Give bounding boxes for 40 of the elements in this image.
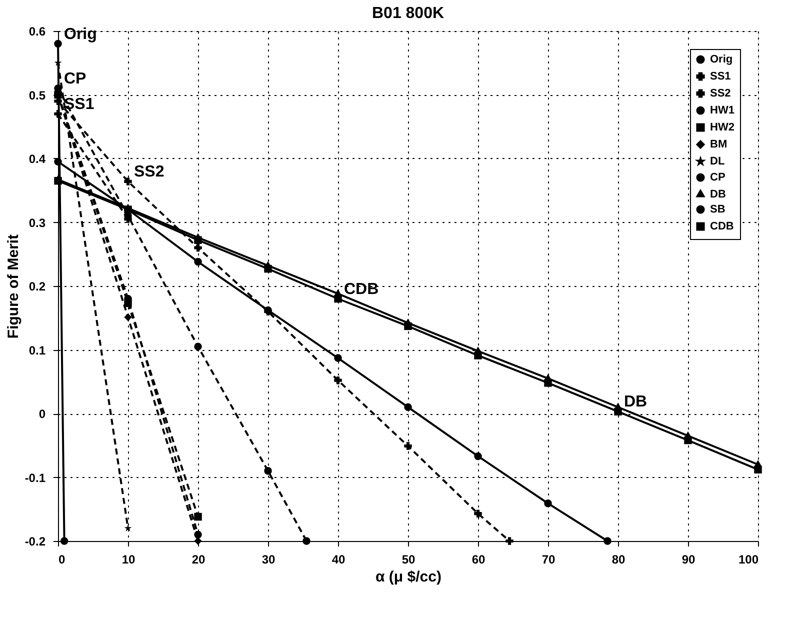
annotation: DB: [624, 394, 648, 411]
y-tick-label: 0.3: [28, 216, 46, 230]
y-tick-label: 0.6: [28, 24, 46, 38]
legend-label: Orig: [710, 54, 733, 66]
x-tick-label: 10: [122, 552, 136, 566]
legend-label: SS1: [710, 70, 731, 82]
legend-label: CP: [710, 172, 726, 184]
legend-label: CDB: [710, 220, 734, 232]
annotation: CP: [64, 70, 87, 88]
legend-label: HW1: [710, 104, 734, 116]
x-tick-label: 80: [612, 552, 626, 566]
legend-label: DB: [710, 188, 726, 200]
annotation: CDB: [344, 280, 379, 298]
annotation: SS2: [134, 163, 164, 180]
x-tick-label: 40: [332, 552, 346, 566]
y-tick-label: -0.1: [24, 470, 46, 485]
y-tick-label: 0.1: [28, 343, 46, 358]
y-tick-label: 0: [38, 407, 46, 421]
y-axis-title: Figure of Merit: [4, 234, 22, 339]
x-tick-label: 100: [738, 552, 759, 566]
y-tick-label: 0.5: [28, 88, 46, 102]
x-tick-label: 60: [472, 552, 486, 566]
y-tick-label: 0.2: [28, 280, 46, 294]
annotation: SS1: [64, 96, 94, 113]
x-axis-title: α (μ $/cc): [376, 568, 442, 586]
y-tick-label: -0.2: [24, 534, 46, 548]
x-tick-label: 0: [58, 552, 66, 566]
legend-label: SB: [710, 204, 726, 216]
legend-label: SS2: [710, 88, 731, 100]
legend-label: HW2: [710, 122, 734, 134]
chart-title: B01 800K: [372, 5, 444, 22]
annotation: Orig: [64, 26, 97, 43]
y-tick-label: 0.4: [28, 152, 46, 166]
legend-label: BM: [710, 138, 728, 150]
legend-label: DL: [710, 156, 725, 168]
x-tick-label: 20: [192, 552, 206, 566]
x-tick-label: 90: [682, 552, 696, 566]
x-tick-label: 50: [402, 552, 416, 566]
x-tick-label: 70: [542, 552, 556, 566]
x-tick-label: 30: [262, 552, 276, 566]
